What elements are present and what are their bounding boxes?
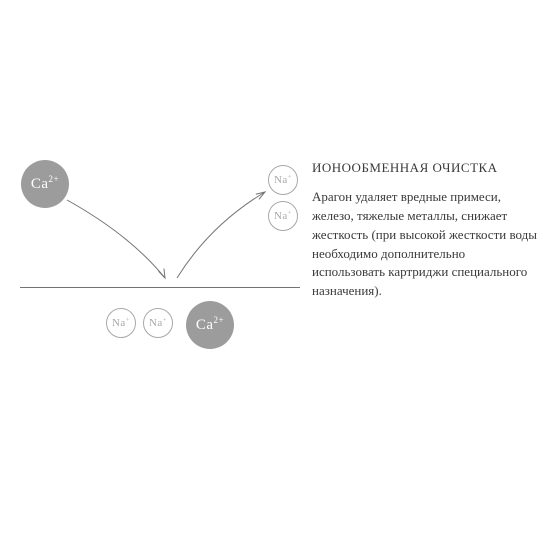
ion-na-bottom-1: Na+	[106, 308, 136, 338]
heading: ИОНООБМЕННАЯ ОЧИСТКА	[312, 160, 537, 176]
ion-label: Na+	[274, 210, 292, 222]
ion-na-top-right-1: Na+	[268, 165, 298, 195]
ion-ca-top-left: Ca2+	[21, 160, 69, 208]
ion-label: Ca2+	[196, 317, 224, 334]
arrow-up	[177, 192, 265, 278]
diagram-canvas: ИОНООБМЕННАЯ ОЧИСТКА Арагон удаляет вред…	[0, 0, 550, 550]
arrow-down	[67, 200, 165, 278]
arrow-up-head	[256, 189, 267, 199]
ion-label: Ca2+	[31, 176, 59, 193]
text-block: ИОНООБМЕННАЯ ОЧИСТКА Арагон удаляет вред…	[312, 160, 537, 301]
ion-label: Na+	[149, 317, 167, 329]
ion-na-top-right-2: Na+	[268, 201, 298, 231]
ion-label: Na+	[274, 174, 292, 186]
arrow-down-head	[158, 269, 167, 280]
body-text: Арагон удаляет вредные примеси, железо, …	[312, 188, 537, 301]
ion-ca-bottom: Ca2+	[186, 301, 234, 349]
ion-label: Na+	[112, 317, 130, 329]
ion-na-bottom-2: Na+	[143, 308, 173, 338]
separator-line	[20, 287, 300, 288]
